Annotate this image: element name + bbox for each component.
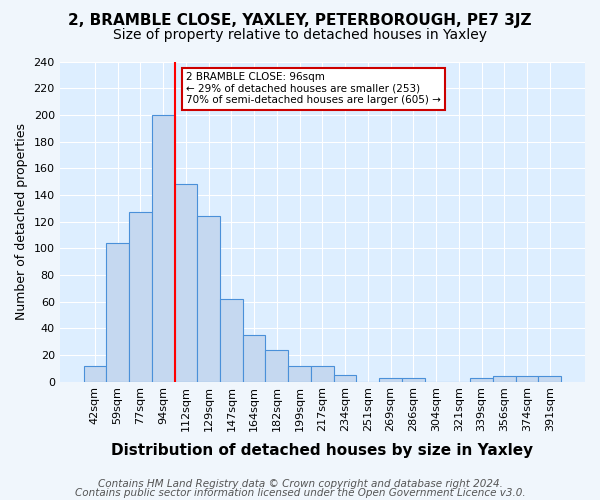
Bar	[106, 243, 129, 382]
Text: Contains public sector information licensed under the Open Government Licence v3: Contains public sector information licen…	[74, 488, 526, 498]
Bar	[515, 376, 538, 382]
Bar	[493, 376, 515, 382]
Bar	[402, 378, 425, 382]
Bar	[288, 366, 311, 382]
Bar	[379, 378, 402, 382]
Bar	[470, 378, 493, 382]
Bar	[538, 376, 561, 382]
Y-axis label: Number of detached properties: Number of detached properties	[15, 123, 28, 320]
Bar	[175, 184, 197, 382]
Bar	[152, 115, 175, 382]
Text: Contains HM Land Registry data © Crown copyright and database right 2024.: Contains HM Land Registry data © Crown c…	[98, 479, 502, 489]
Bar	[197, 216, 220, 382]
Text: 2, BRAMBLE CLOSE, YAXLEY, PETERBOROUGH, PE7 3JZ: 2, BRAMBLE CLOSE, YAXLEY, PETERBOROUGH, …	[68, 12, 532, 28]
Bar	[265, 350, 288, 382]
Text: 2 BRAMBLE CLOSE: 96sqm
← 29% of detached houses are smaller (253)
70% of semi-de: 2 BRAMBLE CLOSE: 96sqm ← 29% of detached…	[186, 72, 441, 106]
Bar	[83, 366, 106, 382]
X-axis label: Distribution of detached houses by size in Yaxley: Distribution of detached houses by size …	[111, 442, 533, 458]
Bar	[334, 375, 356, 382]
Bar	[243, 335, 265, 382]
Bar	[129, 212, 152, 382]
Text: Size of property relative to detached houses in Yaxley: Size of property relative to detached ho…	[113, 28, 487, 42]
Bar	[311, 366, 334, 382]
Bar	[220, 299, 243, 382]
